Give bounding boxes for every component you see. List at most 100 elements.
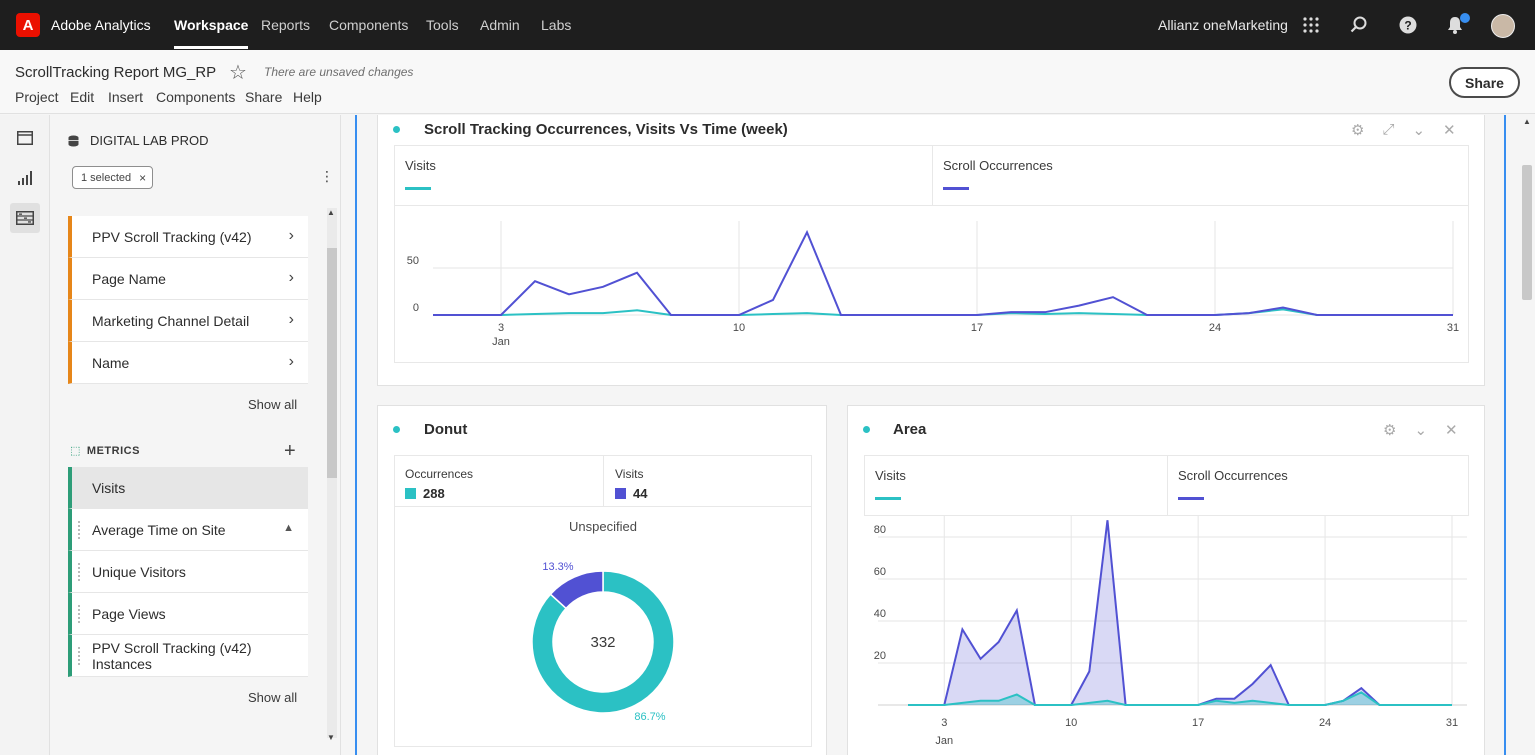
- line-chart-card[interactable]: Scroll Tracking Occurrences, Visits Vs T…: [377, 115, 1485, 386]
- component-label: Visits: [92, 479, 126, 496]
- legend-visits[interactable]: Visits: [395, 146, 933, 205]
- donut-card[interactable]: Donut Occurrences 288 Visits 44 Unspecif…: [377, 405, 827, 755]
- donut-slice-visits: [549, 570, 604, 610]
- visualizations-icon[interactable]: [10, 163, 40, 193]
- menu-share[interactable]: Share: [245, 89, 283, 105]
- gear-icon[interactable]: ⚙: [1351, 122, 1365, 139]
- list-item[interactable]: Page Name ›: [68, 258, 308, 300]
- x-sublabel: Jan: [492, 336, 510, 348]
- show-all-metrics-link[interactable]: Show all: [248, 690, 298, 705]
- svg-text:?: ?: [1404, 19, 1411, 33]
- nav-workspace[interactable]: Workspace: [174, 17, 249, 49]
- project-bar: ScrollTracking Report MG_RP ☆ There are …: [0, 50, 1535, 114]
- nav-components[interactable]: Components: [329, 17, 409, 33]
- list-item[interactable]: PPV Scroll Tracking (v42) Instances: [68, 635, 308, 677]
- chevron-down-icon[interactable]: ⌄: [1414, 422, 1428, 439]
- search-icon[interactable]: [1348, 14, 1370, 36]
- drag-handle-icon[interactable]: [78, 563, 80, 581]
- list-item[interactable]: PPV Scroll Tracking (v42) ›: [68, 216, 308, 258]
- scroll-up-icon[interactable]: ▲: [1523, 117, 1531, 126]
- canvas-scrollbar[interactable]: ▲: [1519, 115, 1535, 755]
- viz-title[interactable]: Scroll Tracking Occurrences, Visits Vs T…: [424, 121, 788, 138]
- chart-legend: Visits Scroll Occurrences: [394, 145, 1469, 206]
- chevron-down-icon[interactable]: ⌄: [1412, 122, 1426, 139]
- bell-icon[interactable]: [1444, 14, 1466, 36]
- app-name[interactable]: Adobe Analytics: [51, 17, 151, 33]
- menu-components[interactable]: Components: [156, 89, 236, 105]
- panels-icon[interactable]: [10, 123, 40, 153]
- component-label: Unique Visitors: [92, 563, 186, 580]
- viz-title[interactable]: Area: [893, 421, 927, 438]
- legend-scroll-occurrences[interactable]: Scroll Occurrences: [933, 146, 1468, 205]
- menu-edit[interactable]: Edit: [70, 89, 95, 105]
- share-button[interactable]: Share: [1449, 67, 1520, 98]
- panel-scrollbar[interactable]: ▲ ▼: [327, 208, 337, 742]
- scroll-down-icon[interactable]: ▼: [327, 733, 335, 742]
- list-item[interactable]: Average Time on Site ▲: [68, 509, 308, 551]
- legend-label: Visits: [875, 468, 906, 483]
- status-dot-icon: [393, 126, 400, 133]
- legend-label: Scroll Occurrences: [943, 158, 1053, 173]
- nav-reports[interactable]: Reports: [261, 17, 311, 33]
- scrollbar-thumb[interactable]: [327, 248, 337, 478]
- close-icon[interactable]: ✕: [1443, 122, 1456, 139]
- list-item[interactable]: Marketing Channel Detail ›: [68, 300, 308, 342]
- legend-scroll-occurrences[interactable]: Scroll Occurrences: [1168, 456, 1468, 515]
- expand-icon[interactable]: ⤢: [1382, 121, 1395, 138]
- menu-help[interactable]: Help: [293, 89, 322, 105]
- legend-occurrences[interactable]: Occurrences 288: [395, 456, 604, 506]
- nav-labs[interactable]: Labs: [541, 17, 572, 33]
- metrics-header: ⬚ METRICS: [70, 444, 140, 457]
- legend-visits[interactable]: Visits 44: [605, 456, 811, 506]
- y-tick-label: 80: [874, 524, 886, 536]
- drag-handle-icon[interactable]: [78, 647, 80, 665]
- series-line-visits: [908, 691, 1452, 706]
- legend-visits[interactable]: Visits: [865, 456, 1168, 515]
- drag-handle-icon[interactable]: [78, 605, 80, 623]
- selected-filter-chip[interactable]: 1 selected ×: [72, 166, 153, 189]
- component-label: PPV Scroll Tracking (v42): [92, 228, 252, 245]
- legend-label: Visits: [615, 467, 644, 481]
- chevron-right-icon[interactable]: ›: [288, 269, 294, 286]
- show-all-dimensions-link[interactable]: Show all: [248, 397, 298, 412]
- menu-insert[interactable]: Insert: [108, 89, 144, 105]
- favorite-star-icon[interactable]: ☆: [229, 62, 247, 84]
- y-tick-label: 40: [874, 608, 886, 620]
- area-chart-card[interactable]: Area ⚙ ⌄ ✕ Visits Scroll Occurrences 3 10…: [847, 405, 1485, 755]
- org-switcher[interactable]: Allianz oneMarketing: [1158, 17, 1288, 33]
- drag-handle-icon[interactable]: [78, 521, 80, 539]
- chevron-right-icon[interactable]: ›: [288, 227, 294, 244]
- line-chart-svg: 3 10 17 24 31 Jan 0 50: [407, 221, 1459, 348]
- adobe-logo-icon[interactable]: A: [16, 13, 40, 37]
- chip-label: 1 selected: [81, 171, 132, 184]
- scroll-up-icon[interactable]: ▲: [327, 208, 335, 217]
- gear-icon[interactable]: ⚙: [1383, 422, 1397, 439]
- help-icon[interactable]: ?: [1397, 14, 1419, 36]
- components-icon[interactable]: [10, 203, 40, 233]
- legend-value: 44: [633, 486, 648, 501]
- viz-title[interactable]: Donut: [424, 421, 468, 438]
- add-metric-icon[interactable]: +: [284, 440, 296, 462]
- project-title[interactable]: ScrollTracking Report MG_RP: [15, 64, 217, 81]
- avatar[interactable]: [1491, 14, 1515, 38]
- component-label: Marketing Channel Detail: [92, 312, 250, 329]
- list-item[interactable]: Unique Visitors: [68, 551, 308, 593]
- close-icon[interactable]: ✕: [1445, 422, 1458, 439]
- legend-swatch: [1178, 497, 1204, 500]
- nav-tools[interactable]: Tools: [426, 17, 459, 33]
- menu-project[interactable]: Project: [15, 89, 59, 105]
- x-tick-label: 3: [941, 717, 947, 729]
- apps-grid-icon[interactable]: [1300, 14, 1322, 36]
- chevron-right-icon[interactable]: ›: [288, 311, 294, 328]
- chevron-right-icon[interactable]: ›: [288, 353, 294, 370]
- report-suite-name[interactable]: DIGITAL LAB PROD: [90, 133, 209, 148]
- list-item[interactable]: Name ›: [68, 342, 308, 384]
- donut-label-small: 13.3%: [542, 561, 573, 573]
- x-sublabel: Jan: [935, 735, 953, 747]
- clear-icon[interactable]: ×: [139, 170, 147, 185]
- scrollbar-thumb[interactable]: [1522, 165, 1532, 300]
- list-item[interactable]: Page Views: [68, 593, 308, 635]
- list-item[interactable]: Visits: [68, 467, 308, 509]
- nav-admin[interactable]: Admin: [480, 17, 520, 33]
- more-options-icon[interactable]: ⋮: [320, 168, 334, 184]
